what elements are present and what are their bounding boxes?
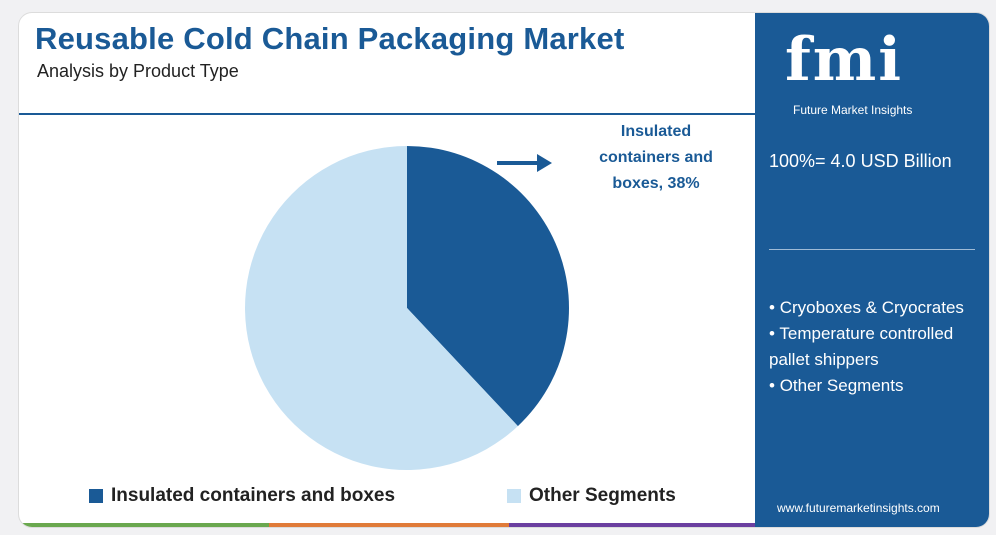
callout-line-3: boxes, 38%	[612, 175, 700, 192]
segment-item: Other Segments	[769, 373, 979, 399]
market-total: 100%= 4.0 USD Billion	[769, 151, 952, 171]
segment-item: Temperature controlled pallet shippers	[769, 321, 979, 373]
pie-slice-insulated	[407, 146, 569, 427]
segment-item: Cryoboxes & Cryocrates	[769, 295, 979, 321]
legend-label-insulated: Insulated containers and boxes	[111, 485, 396, 506]
slice-callout: Insulated containers and boxes, 38%	[575, 119, 737, 197]
legend-item-insulated: Insulated containers and boxes	[89, 485, 395, 507]
pie-slice-other	[244, 146, 518, 470]
legend-label-other: Other Segments	[529, 485, 676, 506]
title-divider	[19, 113, 755, 115]
legend-item-other: Other Segments	[507, 485, 676, 507]
sidebar-divider	[769, 249, 975, 250]
legend-swatch-insulated	[89, 489, 103, 503]
website-link[interactable]: www.futuremarketinsights.com	[777, 501, 940, 515]
callout-line-1: Insulated	[620, 123, 692, 140]
chart-subtitle: Analysis by Product Type	[37, 61, 239, 81]
segment-list: Cryoboxes & Cryocrates Temperature contr…	[769, 295, 979, 399]
chart-panel: Reusable Cold Chain Packaging Market Ana…	[19, 13, 755, 527]
accent-strip-purple	[509, 523, 755, 527]
legend-swatch-other	[507, 489, 521, 503]
accent-strip-orange	[269, 523, 509, 527]
callout-arrow	[497, 154, 552, 172]
logo-mark: fmi	[785, 25, 904, 95]
logo-tagline: Future Market Insights	[793, 103, 913, 117]
pie-chart	[244, 146, 569, 470]
callout-line-2: containers and	[599, 149, 713, 166]
info-sidebar: fmi Future Market Insights 100%= 4.0 USD…	[755, 13, 989, 527]
chart-title: Reusable Cold Chain Packaging Market	[35, 21, 625, 56]
accent-strip-green	[19, 523, 269, 527]
fmi-logo: fmi Future Market Insights	[785, 25, 965, 117]
infographic-card: Reusable Cold Chain Packaging Market Ana…	[18, 12, 990, 528]
